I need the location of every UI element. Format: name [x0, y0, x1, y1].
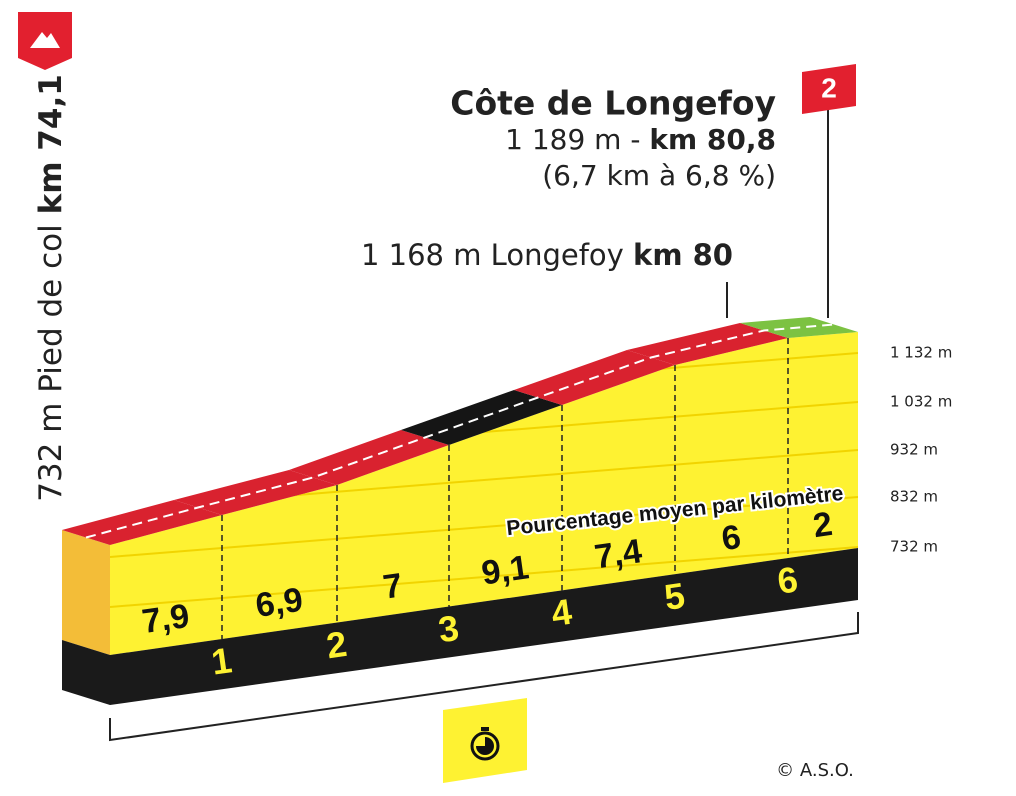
- altitude-label: 932 m: [890, 441, 938, 459]
- start-km: km 74,1: [33, 74, 69, 214]
- center-dash: [85, 323, 835, 539]
- front-face: [110, 332, 858, 655]
- gradient-label: 7,4: [592, 532, 644, 576]
- timer-crown: [481, 727, 489, 731]
- top-surface: [62, 317, 858, 545]
- summit-altitude: 1 189 m -: [505, 123, 640, 156]
- start-altitude: 732 m Pied de col: [33, 224, 69, 502]
- altitude-label: 1 132 m: [890, 344, 952, 362]
- credit: © A.S.O.: [776, 760, 854, 781]
- category: 2: [821, 72, 837, 103]
- profile-shapes: [62, 332, 858, 705]
- side-base: [62, 640, 110, 705]
- altitude-label: 732 m: [890, 538, 938, 556]
- bracket: [109, 612, 859, 742]
- summit-line: 1 189 m - km 80,8: [505, 123, 776, 156]
- waypoint-line: 1 168 m Longefoy km 80: [361, 238, 733, 272]
- gradient-label: 9,1: [479, 548, 531, 592]
- gradient-label: 7,9: [140, 597, 192, 641]
- timer-fill: [476, 737, 494, 755]
- altitude-label: 1 032 m: [890, 393, 952, 411]
- summit-km: km 80,8: [649, 123, 776, 156]
- category-flag: [802, 64, 856, 114]
- altitude-line: [110, 496, 858, 558]
- waypoint-km: km 80: [633, 238, 733, 272]
- summit-name: Côte de Longefoy: [450, 84, 776, 123]
- side-face: [62, 530, 110, 655]
- base-band: [110, 548, 858, 705]
- summit-detail: (6,7 km à 6,8 %): [542, 159, 776, 192]
- km-dividers: [221, 338, 789, 639]
- altitude-label: 832 m: [890, 488, 938, 506]
- altitude-line: [110, 546, 858, 608]
- waypoint-label: 1 168 m Longefoy: [361, 238, 624, 272]
- start-label: 732 m Pied de col km 74,1: [33, 74, 69, 502]
- timer-icon: [470, 731, 500, 761]
- gradient-label: 6,9: [253, 581, 305, 625]
- mountain-icon: [30, 32, 60, 48]
